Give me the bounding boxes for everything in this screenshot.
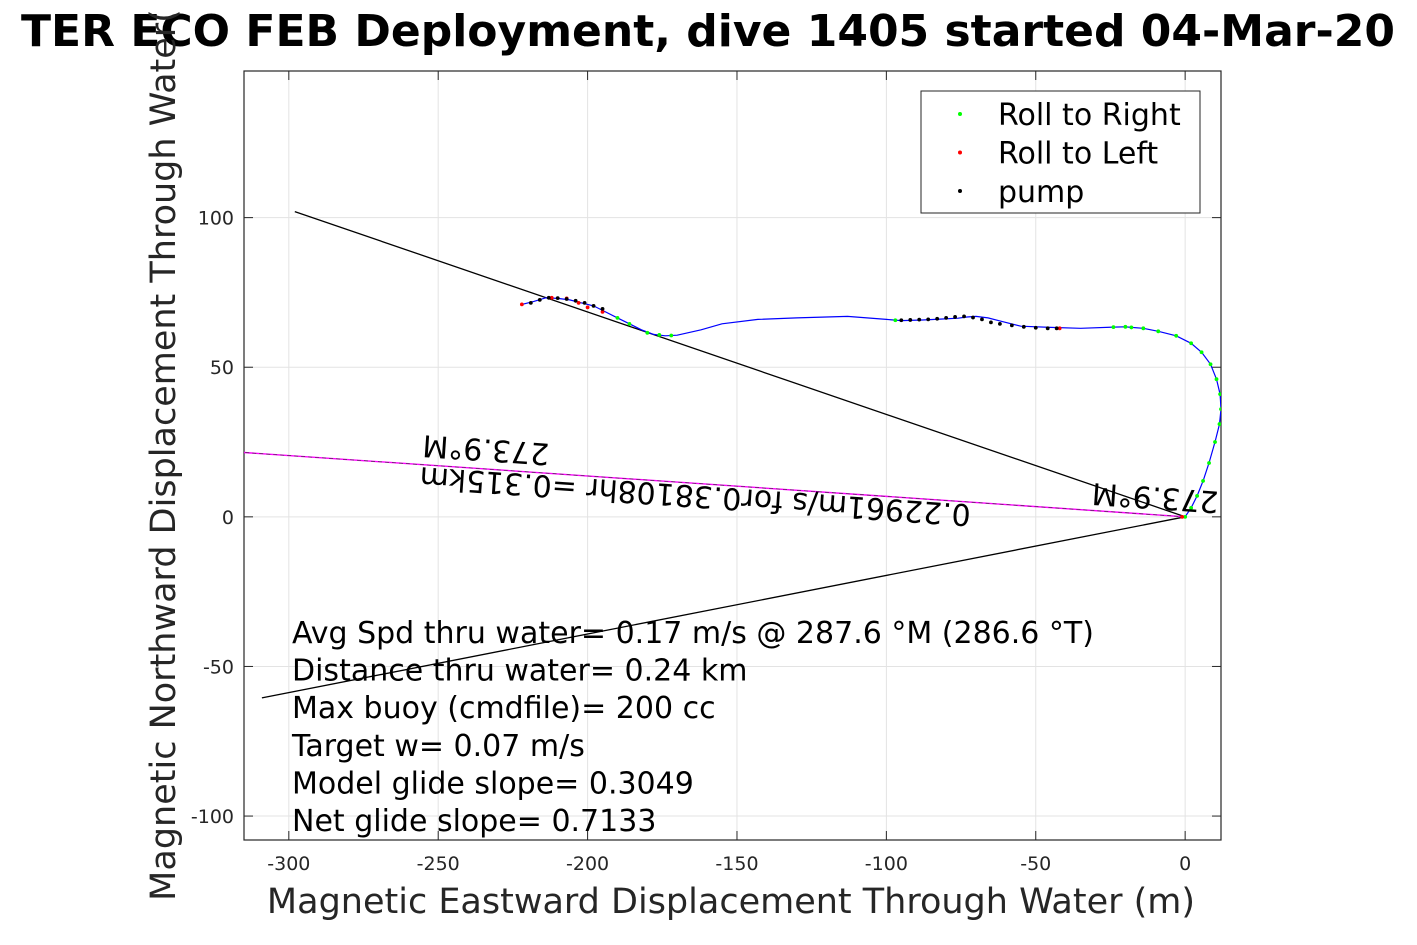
- roll-right-point: [1208, 362, 1213, 367]
- roll-right-point: [1129, 325, 1134, 330]
- current-annotation: 273.9°M: [1091, 475, 1220, 519]
- pump-point: [917, 317, 922, 322]
- pump-point: [1054, 326, 1059, 331]
- roll-right-point: [1199, 350, 1204, 355]
- pump-point: [564, 297, 569, 301]
- pump-point: [926, 317, 931, 322]
- roll-right-point: [669, 333, 674, 338]
- stats-text: Avg Spd thru water= 0.17 m/s @ 287.6 °M …: [291, 616, 1094, 839]
- x-axis-label: Magnetic Eastward Displacement Through W…: [267, 882, 1195, 922]
- legend-label: pump: [998, 175, 1084, 210]
- stat-line: Model glide slope= 0.3049: [292, 766, 694, 801]
- y-tick-label: -50: [203, 656, 234, 678]
- y-axis-label: Magnetic Northward Displacement Through …: [144, 9, 184, 901]
- pump-point: [1033, 325, 1038, 330]
- legend-box: [920, 90, 1201, 214]
- y-tick-label: 100: [198, 208, 234, 230]
- roll-left-point: [549, 295, 554, 300]
- legend-marker: [958, 189, 962, 193]
- legend-marker: [958, 112, 962, 116]
- roll-left-point: [576, 300, 581, 305]
- pump-point: [989, 320, 993, 325]
- roll-right-point: [1214, 377, 1219, 382]
- pump-point: [899, 318, 904, 323]
- axis-ticks: -300 -250 -200 -150 -100 -50 0 -100 -50 0 50 100: [191, 71, 1221, 875]
- x-tick-label: -100: [865, 853, 908, 875]
- y-tick-label: 0: [222, 507, 234, 529]
- roll-right-point: [1217, 422, 1221, 426]
- stat-line: Distance thru water= 0.24 km: [292, 654, 747, 689]
- x-tick-label: -150: [715, 853, 758, 875]
- pump-point: [1021, 324, 1026, 329]
- stat-line: Target w= 0.07 m/s: [291, 729, 585, 764]
- plot-points: [519, 295, 1221, 519]
- pump-point: [555, 296, 560, 301]
- pump-point: [591, 303, 596, 308]
- roll-right-point: [1189, 505, 1194, 510]
- pump-point: [908, 318, 913, 322]
- roll-right-point: [1189, 341, 1194, 346]
- x-tick-label: -250: [417, 853, 460, 875]
- pump-point: [537, 298, 542, 302]
- pump-point: [582, 300, 587, 305]
- roll-left-point: [585, 305, 590, 310]
- roll-right-point: [1123, 324, 1128, 329]
- pump-point: [528, 300, 533, 305]
- heading-reference-line: [261, 516, 1186, 699]
- pump-point: [944, 315, 949, 320]
- pump-point: [971, 315, 975, 320]
- roll-right-point: [1201, 479, 1205, 483]
- legend-label: Roll to Right: [998, 98, 1181, 133]
- plot-frame: [243, 70, 1222, 841]
- pump-point: [935, 316, 940, 321]
- legend-label: Roll to Left: [998, 137, 1158, 172]
- x-tick-label: -50: [1020, 853, 1051, 875]
- y-tick-label: -100: [191, 806, 234, 828]
- legend-marker: [958, 150, 962, 155]
- roll-left-point: [600, 309, 605, 314]
- roll-left-point: [1057, 326, 1062, 331]
- stat-line: Avg Spd thru water= 0.17 m/s @ 287.6 °M …: [292, 616, 1094, 651]
- roll-right-point: [627, 321, 632, 326]
- roll-right-point: [657, 333, 662, 337]
- chart-title: TER ECO FEB Deployment, dive 1405 starte…: [21, 6, 1395, 57]
- pump-point: [1045, 326, 1050, 331]
- pump-point: [980, 317, 984, 322]
- stat-line: Net glide slope= 0.7133: [292, 804, 656, 839]
- pump-point: [962, 314, 966, 319]
- pump-point: [600, 306, 605, 311]
- roll-right-point: [1213, 440, 1217, 444]
- x-tick-label: 0: [1179, 853, 1191, 875]
- roll-right-point: [645, 330, 650, 335]
- roll-right-point: [1219, 407, 1221, 412]
- pump-point: [546, 295, 551, 300]
- roll-right-point: [1111, 325, 1116, 330]
- current-vector-overlay: [244, 452, 1186, 518]
- x-tick-label: -200: [566, 853, 609, 875]
- roll-right-point: [893, 318, 898, 323]
- y-tick-label: 50: [210, 357, 234, 379]
- roll-left-point: [519, 302, 524, 307]
- roll-right-point: [1141, 326, 1146, 331]
- pump-point: [1009, 323, 1014, 328]
- roll-left-point: [1180, 514, 1185, 519]
- pump-point: [573, 298, 578, 303]
- roll-right-point: [615, 315, 620, 320]
- roll-right-point: [1207, 461, 1211, 465]
- roll-right-point: [1218, 392, 1221, 397]
- pump-point: [998, 321, 1002, 326]
- roll-right-point: [1174, 333, 1179, 338]
- roll-right-point: [1195, 493, 1199, 498]
- roll-right-point: [1183, 514, 1188, 519]
- roll-right-point: [1156, 329, 1161, 334]
- pump-point: [953, 315, 957, 319]
- x-tick-label: -300: [267, 853, 310, 875]
- current-annotation: 273.9°M: [421, 427, 550, 471]
- heading-reference-line: [294, 210, 1186, 518]
- stat-line: Max buoy (cmdfile)= 200 cc: [292, 691, 716, 726]
- grid: [244, 71, 1221, 840]
